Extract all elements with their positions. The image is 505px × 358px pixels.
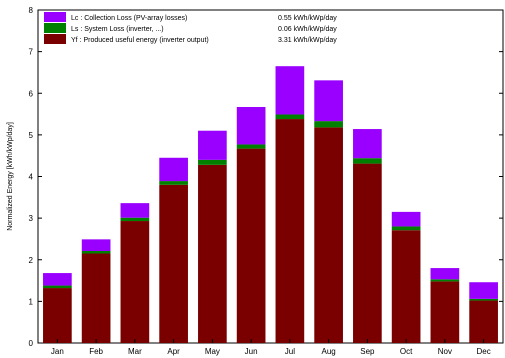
bar-lc-mar bbox=[120, 203, 150, 218]
y-tick-label: 3 bbox=[29, 214, 34, 223]
x-tick-label: Nov bbox=[438, 347, 452, 356]
bars bbox=[43, 66, 498, 344]
bar-yf-feb bbox=[81, 253, 111, 343]
legend-swatch-ls bbox=[44, 23, 66, 33]
bar-ls-apr bbox=[159, 181, 188, 185]
y-axis: 0 1 2 3 4 5 6 7 8 bbox=[29, 6, 503, 348]
bar-lc-jul bbox=[275, 66, 305, 115]
bar-yf-nov bbox=[430, 281, 460, 343]
bar-ls-sep bbox=[353, 158, 382, 164]
x-tick-label: Sep bbox=[360, 347, 375, 356]
bar-ls-may bbox=[198, 159, 227, 165]
legend-swatch-yf bbox=[44, 34, 66, 44]
bar-yf-mar bbox=[120, 221, 150, 343]
x-tick-label: Mar bbox=[128, 347, 142, 356]
y-tick-label: 6 bbox=[29, 89, 34, 98]
legend-swatch-lc bbox=[44, 12, 66, 22]
bar-ls-jan bbox=[43, 285, 72, 289]
x-tick-label: Oct bbox=[400, 347, 413, 356]
legend-value-yf: 3.31 kWh/kWp/day bbox=[278, 37, 337, 44]
x-tick-label: Dec bbox=[477, 347, 491, 356]
bar-ls-nov bbox=[430, 279, 460, 282]
bar-lc-nov bbox=[430, 268, 460, 280]
bar-ls-jun bbox=[236, 144, 266, 149]
y-tick-label: 4 bbox=[29, 173, 34, 182]
x-tick-label: Aug bbox=[322, 347, 336, 356]
x-axis: Jan Feb Mar Apr May Jun Jul Aug Sep Oct Nov Dec bbox=[51, 339, 491, 356]
y-tick-label: 1 bbox=[29, 297, 34, 306]
x-tick-label: Jul bbox=[285, 347, 295, 356]
bar-yf-dec bbox=[469, 300, 498, 343]
legend-label-ls: Ls : System Loss (inverter, ...) bbox=[71, 26, 164, 33]
bar-yf-sep bbox=[353, 163, 382, 343]
bar-lc-sep bbox=[353, 129, 382, 159]
bar-yf-aug bbox=[314, 127, 343, 343]
bar-ls-oct bbox=[391, 226, 421, 231]
y-tick-label: 7 bbox=[29, 48, 34, 57]
bar-lc-oct bbox=[391, 211, 421, 227]
x-tick-label: Jun bbox=[245, 347, 258, 356]
x-tick-label: May bbox=[205, 347, 220, 356]
bar-lc-dec bbox=[469, 282, 498, 299]
bar-yf-jan bbox=[43, 288, 72, 343]
bar-lc-jan bbox=[43, 273, 72, 286]
bar-lc-jun bbox=[236, 106, 266, 145]
bar-lc-apr bbox=[159, 157, 188, 182]
bar-yf-jun bbox=[236, 148, 266, 343]
y-tick-label: 0 bbox=[29, 339, 34, 348]
bar-yf-apr bbox=[159, 184, 188, 343]
legend-label-lc: Lc : Collection Loss (PV-array losses) bbox=[71, 15, 187, 22]
x-tick-label: Apr bbox=[167, 347, 180, 356]
bar-yf-may bbox=[198, 164, 227, 343]
bar-ls-mar bbox=[120, 217, 150, 222]
bar-lc-aug bbox=[314, 80, 343, 122]
bar-ls-aug bbox=[314, 121, 343, 128]
y-tick-label: 5 bbox=[29, 131, 34, 140]
y-tick-label: 8 bbox=[29, 6, 34, 15]
bar-lc-feb bbox=[81, 239, 111, 252]
y-tick-label: 2 bbox=[29, 256, 34, 265]
bar-ls-feb bbox=[81, 251, 111, 254]
bar-lc-may bbox=[198, 130, 227, 160]
y-axis-label: Normalized Energy [kWh/kWp/day] bbox=[7, 122, 14, 231]
bar-yf-oct bbox=[391, 230, 421, 343]
x-tick-label: Jan bbox=[51, 347, 64, 356]
legend-value-ls: 0.06 kWh/kWp/day bbox=[278, 26, 337, 33]
bar-yf-jul bbox=[275, 119, 305, 344]
legend-value-lc: 0.55 kWh/kWp/day bbox=[278, 15, 337, 22]
bar-ls-dec bbox=[469, 298, 498, 301]
x-tick-label: Feb bbox=[89, 347, 103, 356]
legend-label-yf: Yf : Produced useful energy (inverter ou… bbox=[71, 37, 209, 44]
bar-ls-jul bbox=[275, 114, 305, 120]
legend: Lc : Collection Loss (PV-array losses) 0.… bbox=[44, 12, 337, 44]
